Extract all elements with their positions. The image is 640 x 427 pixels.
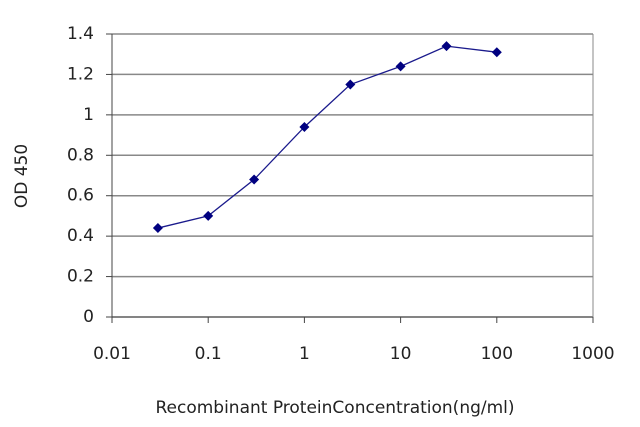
x-axis-label: Recombinant ProteinConcentration(ng/ml) <box>155 398 514 418</box>
y-tick-label: 1.4 <box>67 24 94 44</box>
marker <box>249 174 260 185</box>
marker <box>491 47 502 58</box>
marker <box>152 223 163 234</box>
y-tick-label: 0.2 <box>67 267 94 287</box>
x-tick-label: 100 <box>481 344 513 364</box>
marker <box>299 121 310 132</box>
y-tick-label: 1.2 <box>67 64 94 84</box>
y-tick-label: 0.4 <box>67 226 94 246</box>
y-tick-label: 0.8 <box>67 145 94 165</box>
x-tick-label: 1 <box>299 344 310 364</box>
y-axis-label: OD 450 <box>12 144 32 208</box>
x-tick-label: 10 <box>390 344 412 364</box>
marker <box>345 79 356 90</box>
marker <box>441 41 452 52</box>
marker <box>203 210 214 221</box>
y-tick-label: 0 <box>83 307 94 327</box>
x-tick-label: 1000 <box>571 344 614 364</box>
y-tick-label: 1 <box>83 105 94 125</box>
y-tick-label: 0.6 <box>67 186 94 206</box>
line <box>157 45 497 229</box>
x-tick-label: 0.01 <box>93 344 131 364</box>
marker <box>395 61 406 72</box>
x-tick-label: 0.1 <box>195 344 222 364</box>
